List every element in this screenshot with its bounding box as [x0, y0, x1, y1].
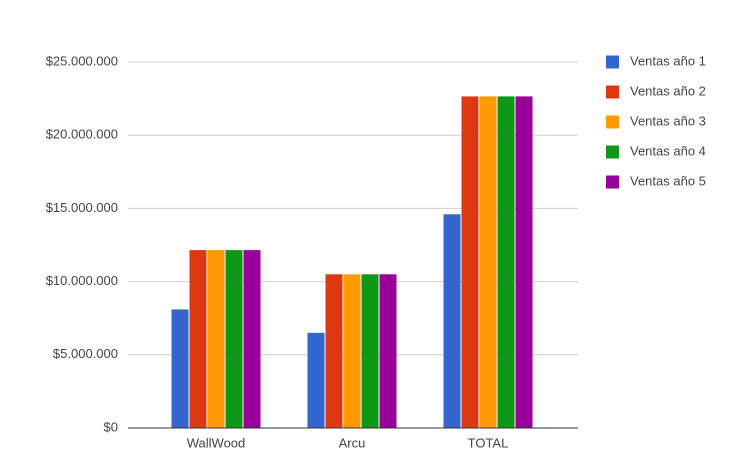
bar: [171, 309, 189, 428]
y-tick-label: $5.000.000: [53, 346, 118, 361]
bar: [379, 274, 397, 428]
bar: [361, 274, 379, 428]
bar: [325, 274, 343, 428]
legend-swatch: [606, 175, 619, 189]
y-tick-label: $20.000.000: [46, 127, 118, 142]
bar: [225, 250, 243, 428]
legend-swatch: [606, 55, 619, 69]
y-tick-label: $25.000.000: [46, 53, 118, 68]
bar: [515, 96, 533, 429]
x-tick-label: TOTAL: [468, 435, 509, 450]
x-tick-label: Arcu: [339, 435, 366, 450]
bar: [479, 96, 497, 429]
legend-label: Ventas año 1: [630, 53, 706, 68]
y-tick-label: $10.000.000: [46, 273, 118, 288]
legend-label: Ventas año 5: [630, 173, 706, 188]
bar: [343, 274, 361, 428]
legend-swatch: [606, 115, 619, 129]
bar: [307, 332, 325, 428]
legend-label: Ventas año 2: [630, 83, 706, 98]
bar: [243, 250, 261, 428]
bar: [461, 96, 479, 429]
bar: [207, 250, 225, 428]
bar: [443, 214, 461, 428]
x-tick-label: WallWood: [187, 435, 246, 450]
legend-swatch: [606, 145, 619, 159]
y-tick-label: $15.000.000: [46, 200, 118, 215]
y-tick-label: $0: [104, 419, 118, 434]
bar: [497, 96, 515, 429]
legend-swatch: [606, 85, 619, 99]
legend-label: Ventas año 3: [630, 113, 706, 128]
bar: [189, 250, 207, 428]
legend-label: Ventas año 4: [630, 143, 706, 158]
